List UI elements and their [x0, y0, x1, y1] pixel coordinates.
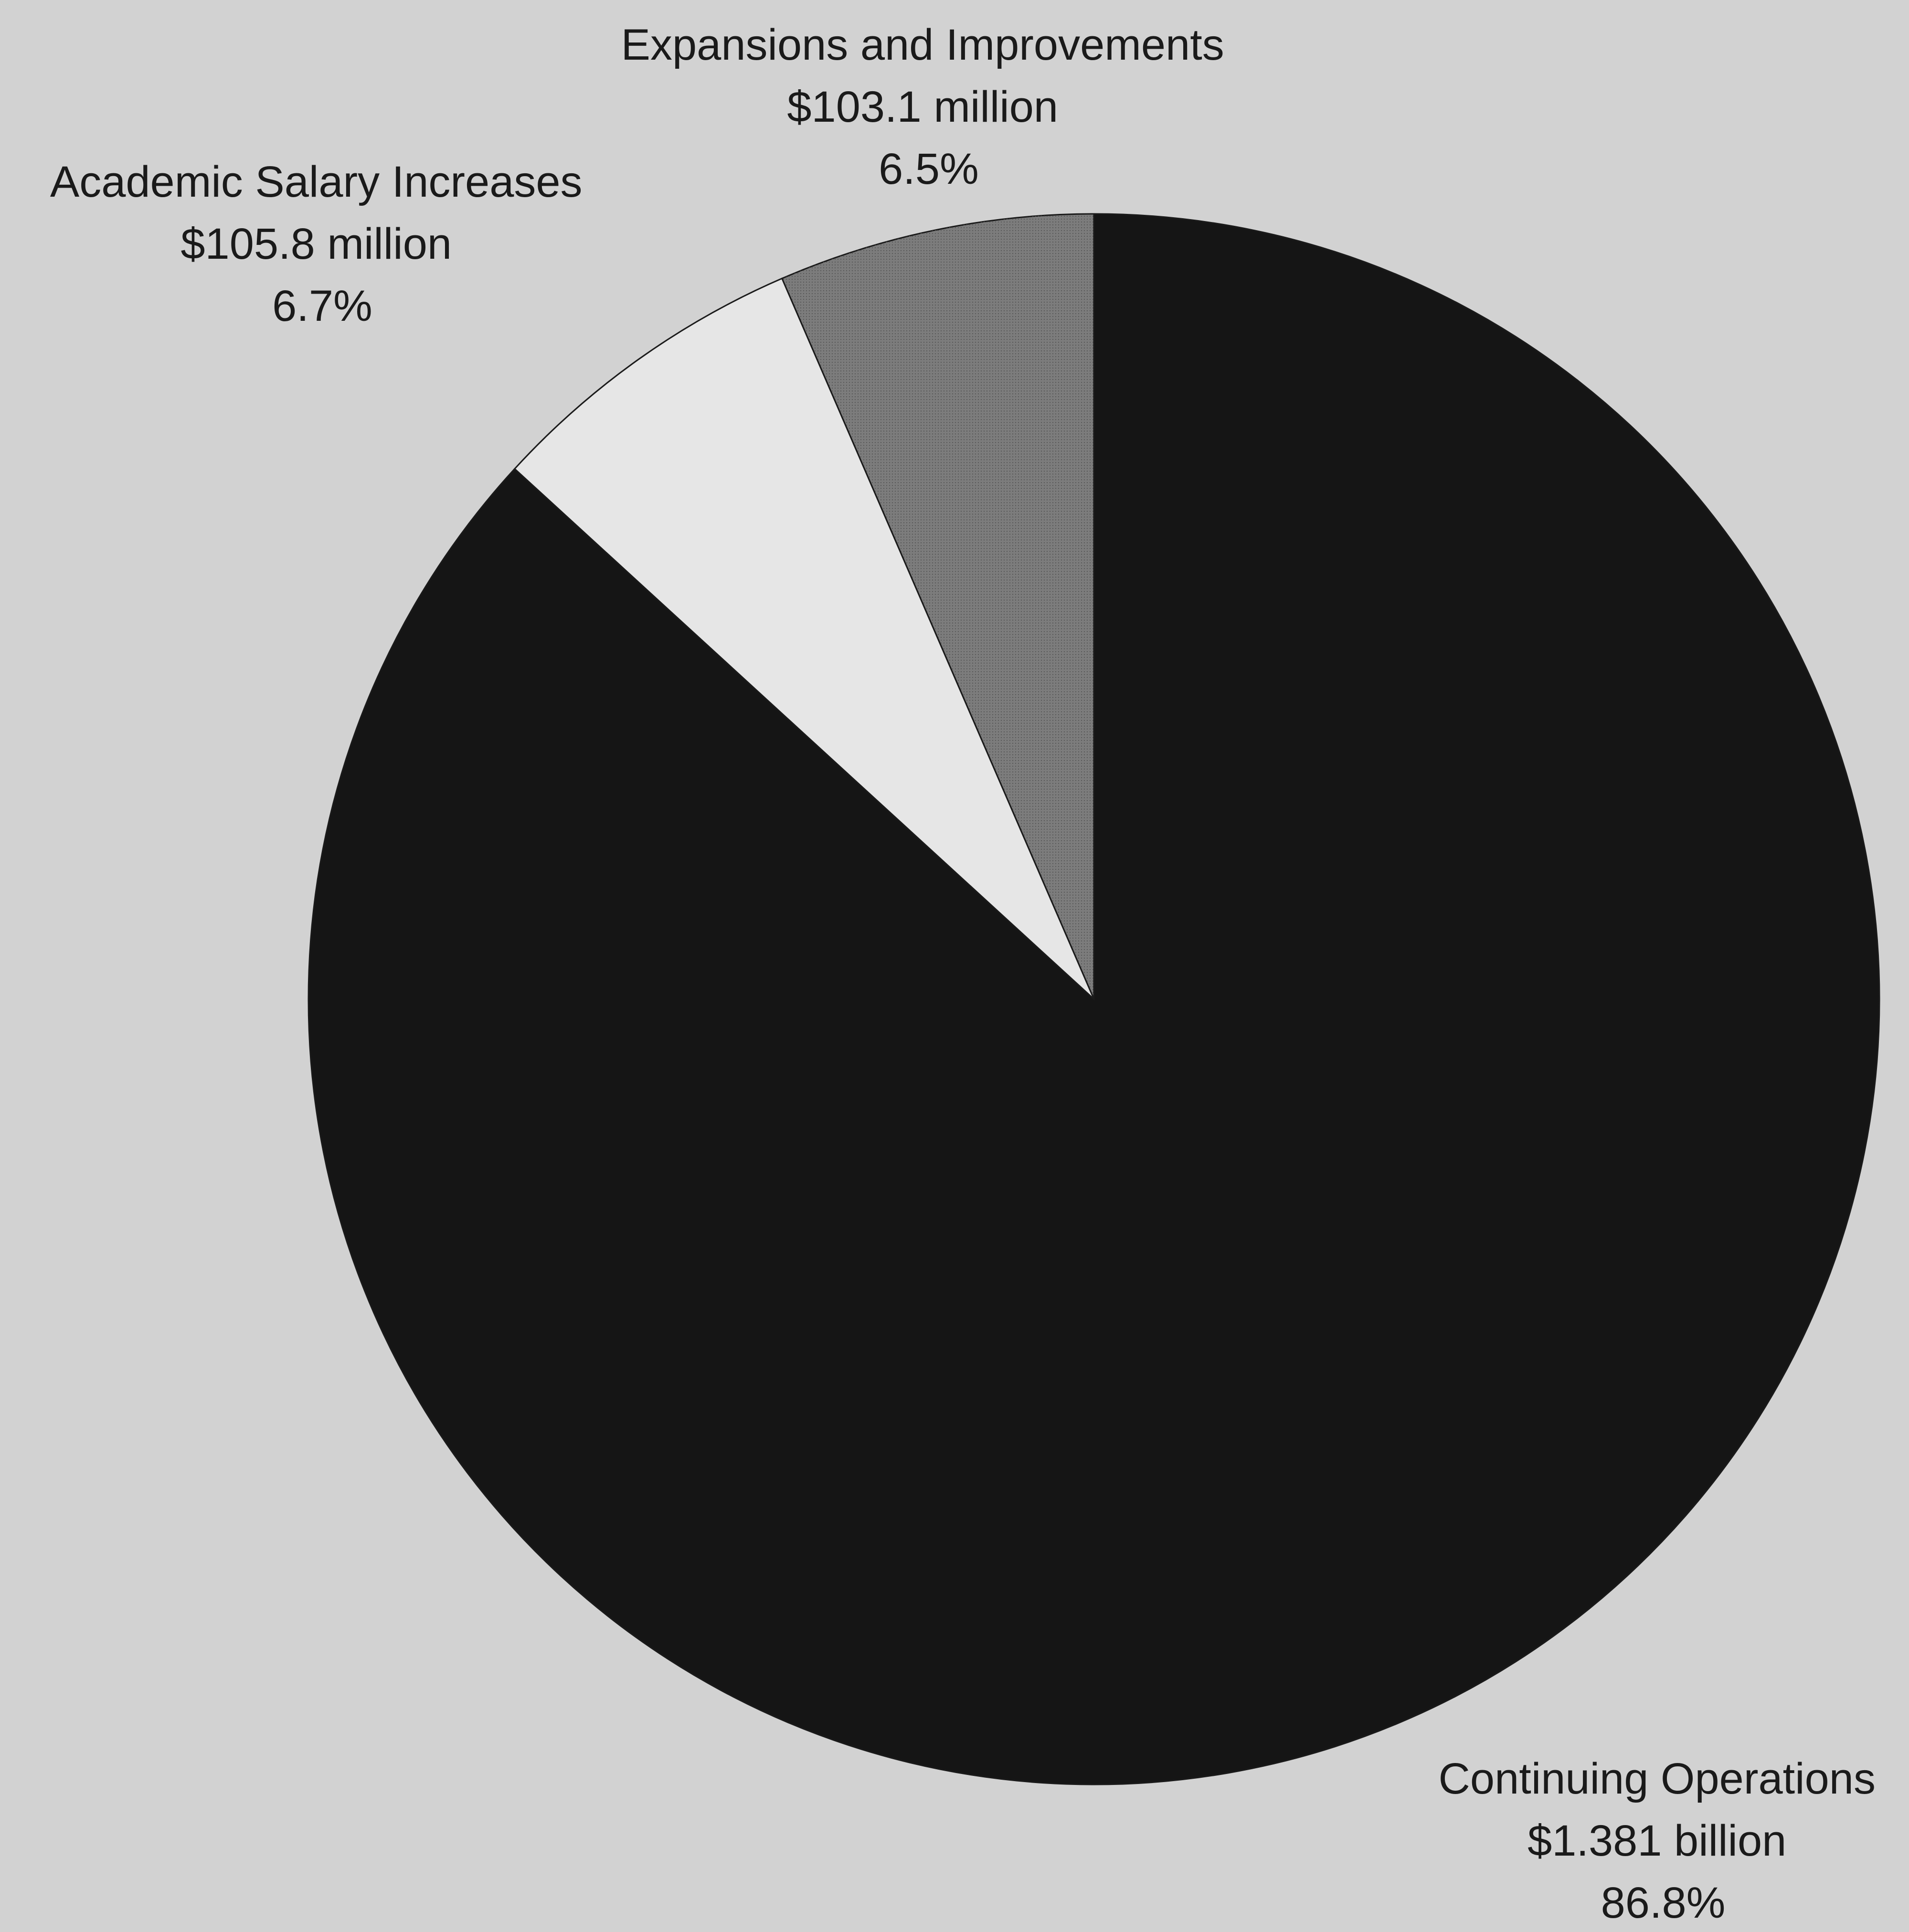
slice-amount-label: $105.8 million	[180, 220, 452, 268]
pie-slice-texture	[782, 214, 1094, 999]
slice-percent-label: 6.5%	[879, 145, 979, 193]
pie-slice-academic	[513, 277, 1095, 1000]
slice-label-expansions: Expansions and Improvements $103.1 milli…	[621, 21, 1237, 193]
slice-amount-label: $103.1 million	[787, 83, 1058, 131]
slice-category-label: Continuing Operations	[1438, 1754, 1875, 1803]
slice-percent-label: 86.8%	[1601, 1879, 1726, 1927]
slice-label-academic: Academic Salary Increases $105.8 million…	[50, 158, 594, 330]
slice-percent-label: 6.7%	[272, 282, 372, 330]
slice-category-label: Expansions and Improvements	[621, 21, 1224, 69]
slice-amount-label: $1.381 billion	[1527, 1816, 1786, 1865]
slice-category-label: Academic Salary Increases	[50, 158, 583, 206]
pie-slices	[308, 213, 1880, 1785]
pie-slice-continuing	[308, 213, 1880, 1785]
slice-label-continuing: Continuing Operations $1.381 billion 86.…	[1438, 1754, 1888, 1927]
